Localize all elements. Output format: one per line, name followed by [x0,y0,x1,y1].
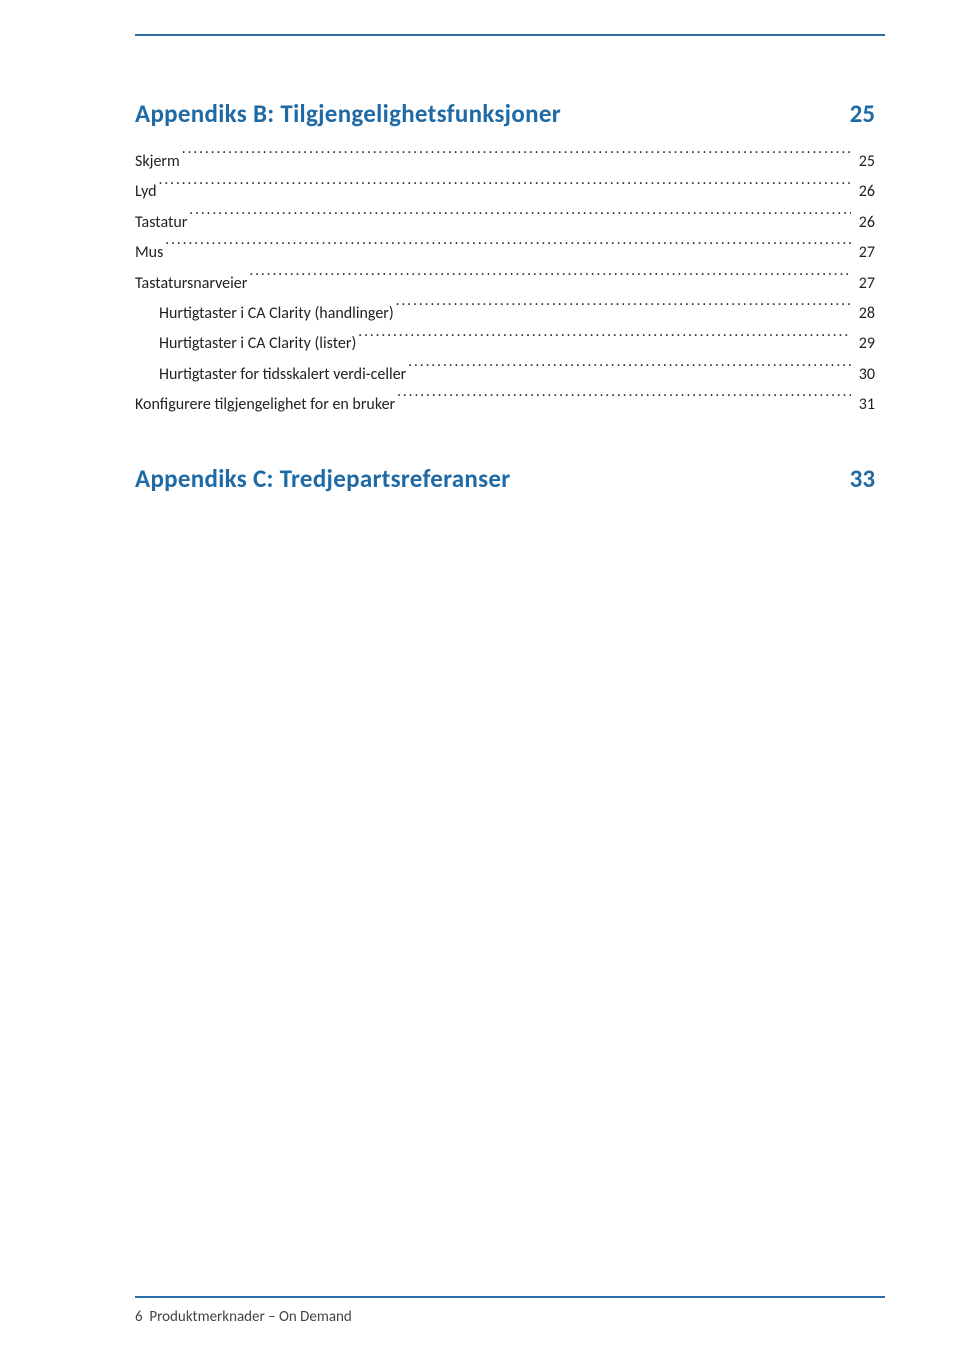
toc-entry[interactable]: Mus 27 [135,238,875,268]
toc-entry-page: 29 [855,329,875,359]
top-rule [135,34,885,36]
toc-entry-page: 28 [855,299,875,329]
footer-rule [135,1296,885,1298]
section-header-row: Appendiks B: Tilgjengelighetsfunksjoner … [135,98,875,129]
toc-entry[interactable]: Hurtigtaster for tidsskalert verdi-celle… [135,360,875,390]
toc-entry-page: 25 [855,147,875,177]
toc-entry-label: Konfigurere tilgjengelighet for en bruke… [135,390,395,420]
leader-dots [397,393,851,409]
toc-entry-page: 27 [855,269,875,299]
toc-entry[interactable]: Hurtigtaster i CA Clarity (handlinger) 2… [135,299,875,329]
leader-dots [249,272,850,288]
section-header-row: Appendiks C: Tredjepartsreferanser 33 [135,463,875,494]
toc-entry-label: Hurtigtaster i CA Clarity (handlinger) [135,299,394,329]
leader-dots [189,211,850,227]
section-title: Appendiks B: Tilgjengelighetsfunksjoner [135,98,561,129]
toc-entry-label: Tastatur [135,208,187,238]
leader-dots [182,150,851,166]
footer-doc-title: Produktmerknader – On Demand [149,1308,351,1326]
toc-entry-page: 26 [855,177,875,207]
toc-entry-label: Tastatursnarveier [135,269,247,299]
footer-page-number: 6 [135,1308,143,1326]
toc-section-c: Appendiks C: Tredjepartsreferanser 33 [135,463,875,494]
toc-section-b: Appendiks B: Tilgjengelighetsfunksjoner … [135,98,875,421]
toc-entry[interactable]: Tastatur 26 [135,208,875,238]
toc-entry-page: 27 [855,238,875,268]
leader-dots [408,363,851,379]
page-footer: 6 Produktmerknader – On Demand [135,1296,885,1326]
leader-dots [396,302,851,318]
toc-entry-label: Mus [135,238,163,268]
section-page-number: 25 [836,98,875,129]
leader-dots [165,241,850,257]
toc-entry[interactable]: Lyd 26 [135,177,875,207]
section-title: Appendiks C: Tredjepartsreferanser [135,463,511,494]
toc-entry-label: Lyd [135,177,157,207]
section-page-number: 33 [836,463,875,494]
leader-dots [159,180,851,196]
toc-entry-label: Hurtigtaster i CA Clarity (lister) [135,329,356,359]
toc-entry-label: Hurtigtaster for tidsskalert verdi-celle… [135,360,406,390]
toc-entry-label: Skjerm [135,147,180,177]
toc-entry-page: 26 [855,208,875,238]
footer-text: 6 Produktmerknader – On Demand [135,1308,885,1326]
toc-entries: Skjerm 25 Lyd 26 Tastatur 26 Mus 27 Tast… [135,147,875,421]
toc-entry[interactable]: Tastatursnarveier 27 [135,269,875,299]
page: Appendiks B: Tilgjengelighetsfunksjoner … [0,0,960,1362]
toc-entry-page: 30 [855,360,875,390]
toc-entry-page: 31 [855,390,875,420]
leader-dots [358,332,850,348]
toc-entry[interactable]: Konfigurere tilgjengelighet for en bruke… [135,390,875,420]
toc-entry[interactable]: Hurtigtaster i CA Clarity (lister) 29 [135,329,875,359]
toc-entry[interactable]: Skjerm 25 [135,147,875,177]
